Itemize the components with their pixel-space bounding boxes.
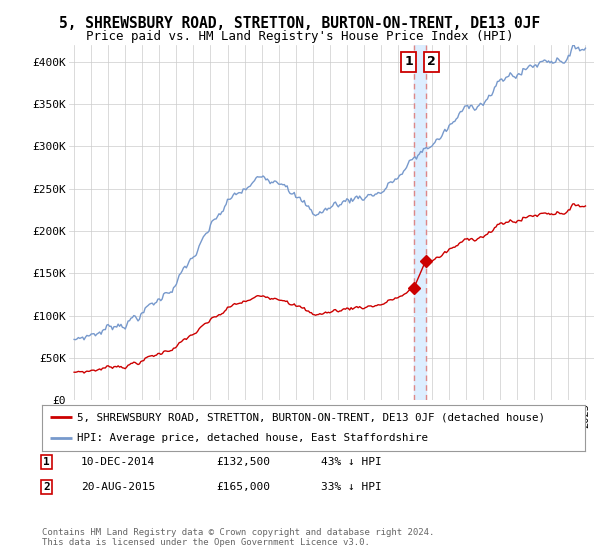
Text: £132,500: £132,500	[216, 457, 270, 467]
Text: Contains HM Land Registry data © Crown copyright and database right 2024.
This d: Contains HM Land Registry data © Crown c…	[42, 528, 434, 547]
Text: 5, SHREWSBURY ROAD, STRETTON, BURTON-ON-TRENT, DE13 0JF: 5, SHREWSBURY ROAD, STRETTON, BURTON-ON-…	[59, 16, 541, 31]
Text: 1: 1	[43, 457, 50, 467]
Text: 5, SHREWSBURY ROAD, STRETTON, BURTON-ON-TRENT, DE13 0JF (detached house): 5, SHREWSBURY ROAD, STRETTON, BURTON-ON-…	[77, 412, 545, 422]
Bar	[414, 45, 426, 400]
Text: Price paid vs. HM Land Registry's House Price Index (HPI): Price paid vs. HM Land Registry's House …	[86, 30, 514, 43]
Text: 43% ↓ HPI: 43% ↓ HPI	[321, 457, 382, 467]
Text: 33% ↓ HPI: 33% ↓ HPI	[321, 482, 382, 492]
Text: HPI: Average price, detached house, East Staffordshire: HPI: Average price, detached house, East…	[77, 433, 428, 444]
Text: 1: 1	[404, 55, 413, 68]
Text: 2: 2	[43, 482, 50, 492]
Text: 2: 2	[427, 55, 436, 68]
Text: £165,000: £165,000	[216, 482, 270, 492]
Text: 20-AUG-2015: 20-AUG-2015	[81, 482, 155, 492]
Text: 10-DEC-2014: 10-DEC-2014	[81, 457, 155, 467]
